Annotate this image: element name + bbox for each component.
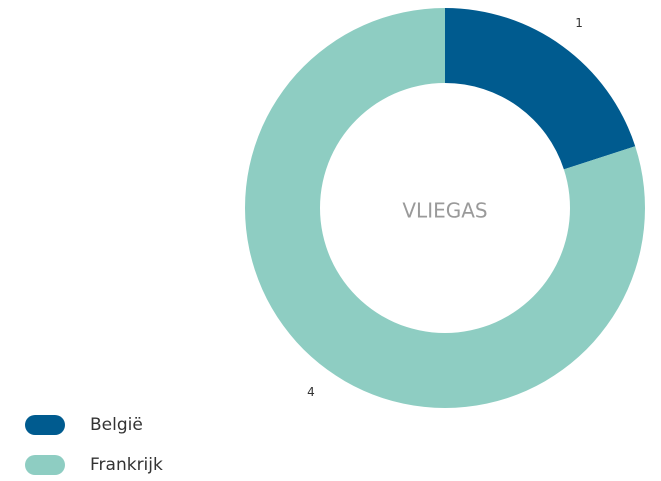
donut-slice [445,8,636,170]
data-label: 1 [575,16,583,30]
legend-swatch [25,455,65,475]
data-label: 4 [307,385,315,399]
legend-label: Frankrijk [90,455,163,475]
legend-swatch [25,415,65,435]
donut-slice [244,8,645,408]
legend-label: België [90,415,143,435]
center-label: VLIEGAS [402,199,487,223]
